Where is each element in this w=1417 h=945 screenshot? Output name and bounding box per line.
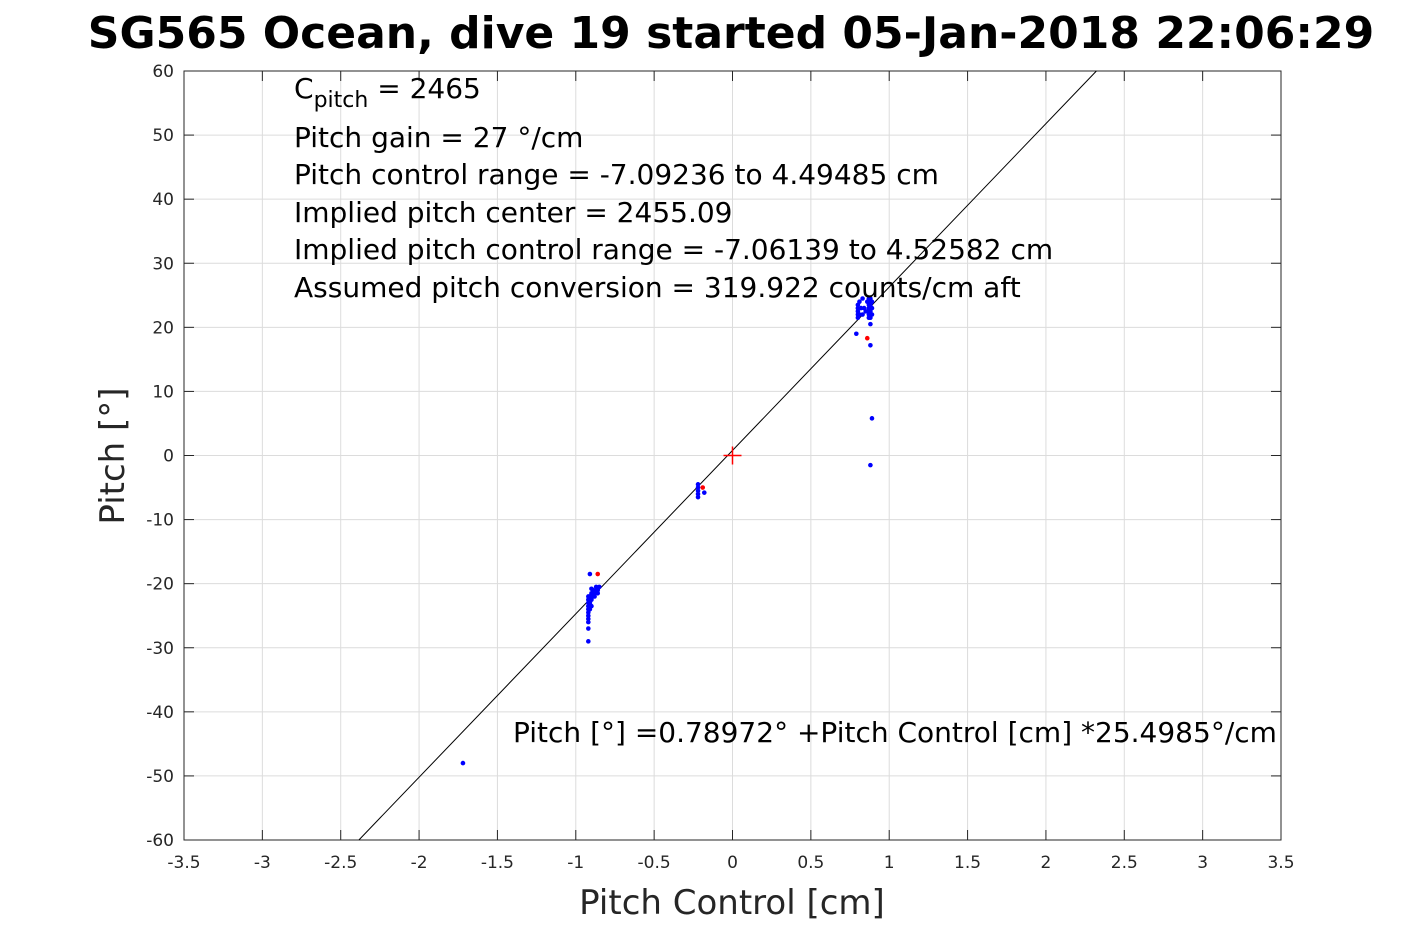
x-tick-label: 1.5 [954,853,981,873]
data-point [695,485,701,490]
data-point [869,416,875,421]
data-point [860,296,865,301]
data-point [868,462,873,468]
x-tick-label: 1 [884,853,895,873]
y-tick-label: -10 [146,511,174,531]
x-tick-label: 0 [727,853,738,873]
x-tick-label: 3 [1197,853,1208,873]
data-point [854,331,859,337]
y-tick-label: 30 [152,254,174,274]
x-tick-label: -2 [411,853,428,873]
pitch-control-range-annotation: Pitch control range = -7.09236 to 4.4948… [294,158,939,191]
data-points [460,296,875,766]
data-point [700,485,706,490]
y-tick-label: 60 [152,62,174,82]
data-point [586,639,591,644]
data-point [586,616,591,622]
pitch-gain-annotation: Pitch gain = 27 °/cm [294,121,583,154]
y-tick-label: -60 [146,831,174,851]
c-pitch-main: C [294,72,314,105]
data-point [695,488,701,494]
x-tick-label: 2 [1041,853,1052,873]
data-point [868,342,873,348]
x-tick-label: -0.5 [638,853,671,873]
annotation-block: Cpitch = 2465 Pitch gain = 27 °/cm Pitch… [294,72,1277,749]
data-point [869,299,875,305]
data-point [695,494,701,500]
data-point [595,590,601,596]
fit-equation-annotation: Pitch [°] =0.78972° +Pitch Control [cm] … [513,716,1277,749]
data-point [587,571,593,577]
y-tick-label: 20 [152,318,174,338]
data-point [460,760,466,766]
data-point [695,482,701,487]
c-pitch-value: = 2465 [368,72,481,105]
y-tick-labels: -60 -50 -40 -30 -20 -10 0 10 20 30 40 50 60 [146,62,174,851]
chart-title: SG565 Ocean, dive 19 started 05-Jan-2018… [88,8,1374,59]
data-point [701,490,707,495]
x-tick-label: -3.5 [167,853,200,873]
y-tick-label: 10 [152,382,174,402]
implied-pitch-control-range-annotation: Implied pitch control range = -7.06139 t… [294,233,1053,266]
data-point [589,603,594,609]
data-point [595,571,601,577]
y-tick-label: -40 [146,703,174,723]
y-tick-label: -30 [146,639,174,659]
data-point [695,491,701,497]
y-tick-label: 40 [152,190,174,210]
x-tick-label: -3 [254,853,271,873]
x-tick-label: -1.5 [481,853,514,873]
x-tick-label: -2.5 [324,853,357,873]
data-point [586,613,591,619]
implied-pitch-center-annotation: Implied pitch center = 2455.09 [294,196,732,229]
x-tick-label: 3.5 [1267,853,1294,873]
y-tick-label: 50 [152,126,174,146]
data-point [869,312,875,317]
data-point [860,312,865,317]
data-point [589,586,594,592]
x-tick-label: -1 [567,853,584,873]
data-point [869,305,875,311]
data-point [857,299,862,305]
data-point [586,619,591,625]
y-tick-label: -50 [146,767,174,787]
data-point [592,594,597,599]
center-marker [723,446,742,465]
c-pitch-annotation: Cpitch = 2465 [294,72,481,113]
c-pitch-subscript: pitch [314,88,369,113]
x-tick-label: 2.5 [1111,853,1138,873]
data-point [864,335,870,341]
y-tick-label: -20 [146,575,174,595]
y-tick-label: 0 [163,447,174,467]
pitch-conversion-annotation: Assumed pitch conversion = 319.922 count… [294,271,1021,304]
x-axis-label: Pitch Control [cm] [579,883,885,923]
plot-frame [183,70,1282,841]
data-point [586,626,591,631]
data-point [596,584,602,590]
data-point [868,321,873,327]
x-tick-label: 0.5 [797,853,824,873]
plot-content [358,70,1097,841]
y-axis-label: Pitch [°] [93,387,133,524]
x-tick-labels: -3.5 -3 -2.5 -2 -1.5 -1 -0.5 0 0.5 1 1.5 2 2.5 3 3.5 [167,853,1294,873]
